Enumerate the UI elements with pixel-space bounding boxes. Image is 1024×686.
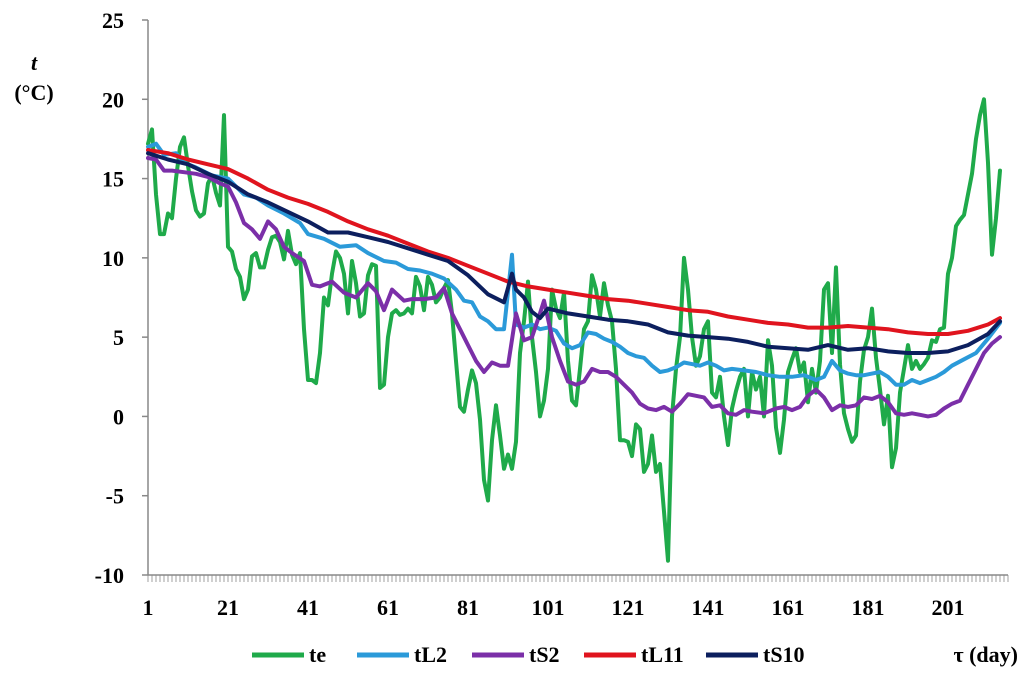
legend-label-ts2: tS2 (529, 642, 560, 667)
x-tick-label: 1 (143, 595, 154, 620)
x-tick-label: 61 (377, 595, 399, 620)
x-tick-label: 21 (217, 595, 239, 620)
x-tick-label: 181 (852, 595, 885, 620)
x-tick-label: 201 (932, 595, 965, 620)
y-tick-label: 10 (102, 246, 124, 271)
legend-label-te: te (309, 642, 326, 667)
x-tick-label: 101 (532, 595, 565, 620)
y-tick-label: 0 (113, 404, 124, 429)
y-axis-ticks: -10 -5 0 5 10 15 20 25 (95, 8, 148, 588)
x-tick-label: 141 (692, 595, 725, 620)
x-tick-label: 121 (612, 595, 645, 620)
series-line-te (146, 97, 1002, 563)
x-tick-label: 81 (457, 595, 479, 620)
y-axis-label: t (31, 50, 38, 75)
y-tick-label: 5 (113, 325, 124, 350)
series-line-ts2 (146, 156, 1002, 419)
series-lines (146, 97, 1002, 563)
x-axis-minor-ticks (147, 575, 1009, 582)
legend-label-ts10: tS10 (763, 642, 805, 667)
y-tick-label: 15 (102, 167, 124, 192)
y-tick-label: 25 (102, 8, 124, 33)
y-axis-unit: (°C) (14, 80, 53, 105)
x-tick-label: 41 (297, 595, 319, 620)
series-line-tl11 (146, 148, 1002, 336)
x-axis-label: τ (day) (953, 642, 1018, 667)
legend: te tL2 tS2 tL11 tS10 (252, 642, 805, 667)
series-line-ts10 (146, 151, 1002, 355)
legend-label-tl11: tL11 (641, 642, 684, 667)
y-tick-label: -5 (106, 484, 124, 509)
x-tick-label: 161 (772, 595, 805, 620)
series-line-tl2 (146, 141, 1002, 387)
x-axis-ticks: 1 21 41 61 81 101 121 141 161 181 201 (143, 595, 965, 620)
legend-label-tl2: tL2 (414, 642, 447, 667)
y-tick-label: -10 (95, 563, 124, 588)
y-tick-label: 20 (102, 87, 124, 112)
